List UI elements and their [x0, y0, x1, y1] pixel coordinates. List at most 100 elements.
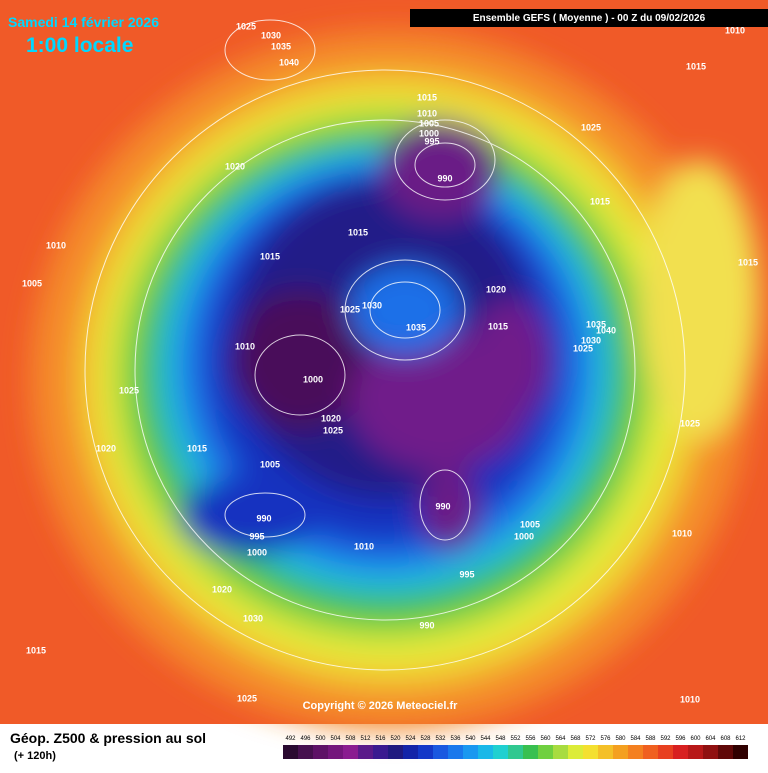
isobar-label: 1030 [581, 335, 601, 345]
scale-label: 580 [615, 736, 626, 742]
isobar-label: 1000 [303, 374, 323, 384]
scale-cell [388, 745, 403, 759]
scale-label: 516 [375, 736, 386, 742]
scale-cell [718, 745, 733, 759]
isobar-label: 990 [256, 513, 271, 523]
scale-label: 532 [435, 736, 446, 742]
scale-label: 564 [555, 736, 566, 742]
isobar-label: 1000 [514, 531, 534, 541]
isobar-label: 1025 [236, 21, 256, 31]
scale-cell [508, 745, 523, 759]
footer-lead: (+ 120h) [14, 750, 56, 762]
scale-cell [553, 745, 568, 759]
isobar-label: 1015 [260, 251, 280, 261]
scale-cell [328, 745, 343, 759]
scale-cell [583, 745, 598, 759]
scale-cell [688, 745, 703, 759]
scale-label: 572 [585, 736, 596, 742]
isobar-label: 1015 [417, 92, 437, 102]
scale-label: 588 [645, 736, 656, 742]
scale-cell [628, 745, 643, 759]
isobar-label: 1020 [212, 584, 232, 594]
isobar-label: 1020 [225, 161, 245, 171]
isobar-label: 995 [459, 569, 474, 579]
run-box [410, 9, 768, 27]
isobar-label: 1030 [362, 300, 382, 310]
local-time: 1:00 locale [26, 34, 133, 57]
isobar-label: 1025 [237, 693, 257, 703]
scale-label: 492 [285, 736, 296, 742]
isobar-label: 1015 [26, 645, 46, 655]
isobar-labels: 1025103010351040101010151015101010051000… [22, 21, 758, 704]
isobar-label: 1005 [22, 278, 42, 288]
isobar-label: 1015 [590, 196, 610, 206]
isobar-label: 1025 [119, 385, 139, 395]
isobar-label: 1035 [586, 319, 606, 329]
scale-label: 584 [630, 736, 641, 742]
scale-label: 544 [480, 736, 491, 742]
scale-label: 540 [465, 736, 476, 742]
scale-label: 612 [735, 736, 746, 742]
scale-cell [523, 745, 538, 759]
isobar-label: 1010 [725, 25, 745, 35]
isobar-label: 1015 [738, 257, 758, 267]
isobar-label: 1010 [46, 240, 66, 250]
scale-cell [613, 745, 628, 759]
isobar-label: 1010 [417, 108, 437, 118]
date: Samedi 14 février 2026 [8, 14, 159, 30]
scale-cell [418, 745, 433, 759]
isobar-label: 1015 [348, 227, 368, 237]
scale-cell [493, 745, 508, 759]
footer-title: Géop. Z500 & pression au sol [10, 730, 206, 746]
scale-cell [448, 745, 463, 759]
color-scale: 492 496 500 504 508 512 516 520 524 528 532 536 540 5… [283, 736, 748, 759]
scale-label: 508 [345, 736, 356, 742]
scale-cell [568, 745, 583, 759]
isobar-label: 1025 [581, 122, 601, 132]
scale-cell [358, 745, 373, 759]
isobar-label: 1005 [260, 459, 280, 469]
isobar-label: 1035 [271, 41, 291, 51]
isobar-label: 1000 [247, 547, 267, 557]
scale-cell [478, 745, 493, 759]
isobar-label: 1020 [486, 284, 506, 294]
scale-cell [658, 745, 673, 759]
scale-cell [403, 745, 418, 759]
scale-label: 608 [720, 736, 731, 742]
run-info: Ensemble GEFS ( Moyenne ) - 00 Z du 09/0… [473, 13, 706, 24]
isobar-label: 1015 [488, 321, 508, 331]
isobar-label: 1020 [321, 413, 341, 423]
scale-label: 504 [330, 736, 341, 742]
scale-label: 600 [690, 736, 701, 742]
scale-label: 548 [495, 736, 506, 742]
isobar-label: 1040 [596, 325, 616, 335]
isobar-label: 1005 [419, 118, 439, 128]
isobar-label: 1010 [235, 341, 255, 351]
isobar-label: 1030 [261, 30, 281, 40]
isobar-label: 1010 [354, 541, 374, 551]
scale-label: 520 [390, 736, 401, 742]
scale-label: 568 [570, 736, 581, 742]
scale-cell [463, 745, 478, 759]
isobar-label: 1015 [686, 61, 706, 71]
scale-label: 556 [525, 736, 536, 742]
isobar-label: 1000 [419, 128, 439, 138]
scale-label: 512 [360, 736, 371, 742]
scale-cell [373, 745, 388, 759]
isobar-label: 1030 [243, 613, 263, 623]
isobar-label: 995 [249, 531, 264, 541]
isobar-label: 990 [435, 501, 450, 511]
isobar-label: 1005 [520, 519, 540, 529]
scale-label: 496 [300, 736, 311, 742]
scale-label: 536 [450, 736, 461, 742]
scale-label: 524 [405, 736, 416, 742]
scale-cell [313, 745, 328, 759]
scale-label: 528 [420, 736, 431, 742]
scale-cell [283, 745, 298, 759]
scale-label: 500 [315, 736, 326, 742]
scale-cell [298, 745, 313, 759]
scale-label: 596 [675, 736, 686, 742]
scale-cell [598, 745, 613, 759]
isobar-label: 1025 [340, 304, 360, 314]
